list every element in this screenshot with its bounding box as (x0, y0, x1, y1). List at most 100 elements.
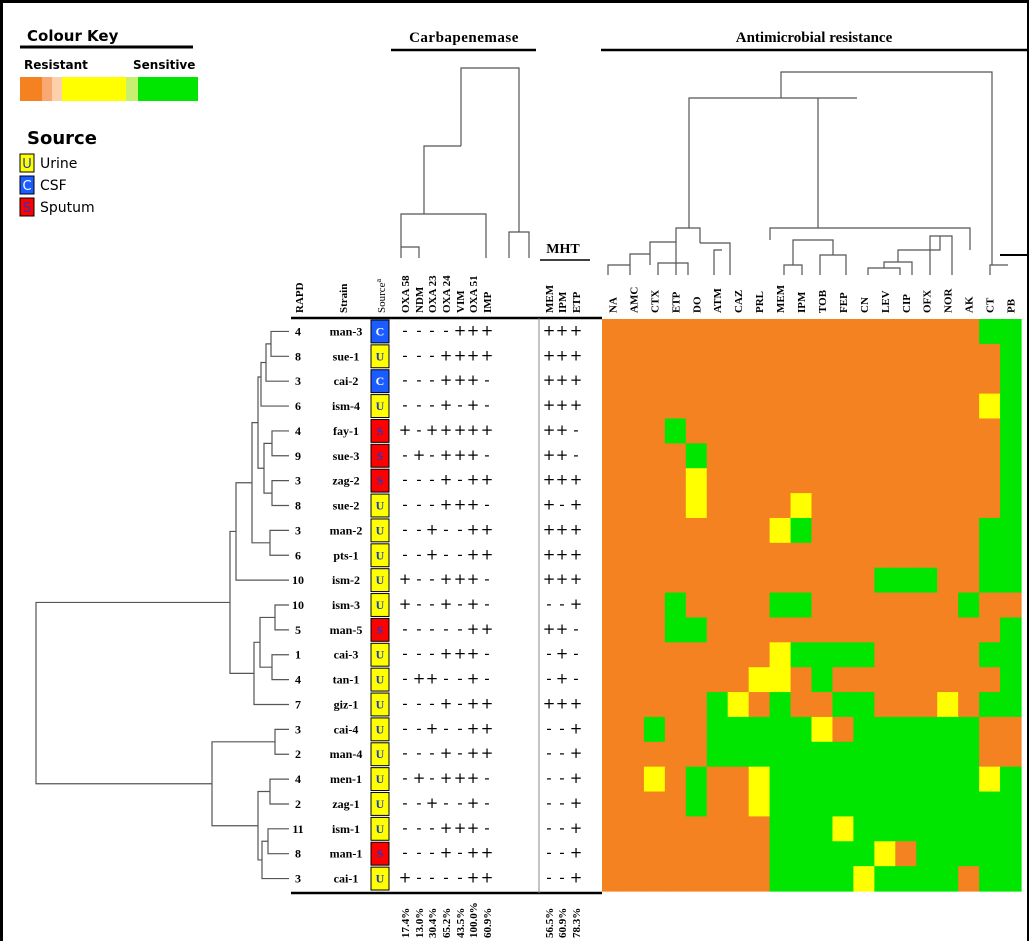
heatmap-cell (664, 468, 687, 494)
heatmap-cell (664, 617, 687, 643)
carbapenemase-mark: + (454, 371, 467, 389)
heatmap-cell (811, 592, 834, 619)
heatmap-cell (685, 617, 708, 643)
heatmap-cell (622, 642, 645, 668)
mht-mark: + (543, 371, 556, 389)
heatmap-cell (916, 592, 938, 619)
carbapenemase-mark: + (399, 869, 412, 887)
source-cell (370, 443, 390, 468)
heatmap-cell (853, 667, 875, 693)
heatmap-cell (685, 866, 708, 892)
heatmap-cell (853, 343, 875, 370)
mht-mark: + (543, 446, 556, 464)
carbapenemase-mark: + (481, 694, 494, 712)
heatmap-cell (916, 393, 938, 420)
heatmap-cell (748, 816, 771, 842)
carbapenemase-mark: + (440, 744, 453, 762)
heatmap-cell (916, 741, 938, 768)
heatmap-cell (853, 617, 875, 643)
heatmap-cell (958, 841, 980, 867)
source-cell (370, 792, 390, 816)
heatmap-cell (916, 667, 938, 693)
carbapenemase-mark: - (484, 496, 489, 514)
strain-value: man-3 (330, 324, 363, 338)
carbapenemase-mark: - (429, 769, 434, 787)
heatmap-cell (916, 493, 938, 519)
heatmap-cell (1000, 393, 1022, 420)
source-legend-code: S (23, 201, 31, 216)
heatmap-cell (622, 716, 645, 743)
carbapenemase-mark: + (454, 819, 467, 837)
carbapenemase-mark: - (457, 744, 462, 762)
heatmap-cell (602, 692, 624, 718)
heatmap-cell (895, 816, 917, 842)
heatmap-cell (727, 443, 750, 469)
source-code: U (376, 673, 385, 687)
heatmap-cell (874, 766, 896, 793)
rapd-value: 3 (295, 474, 301, 488)
heatmap-cell (685, 418, 708, 444)
carbapenemase-mark: + (440, 645, 453, 663)
antibiotic-column-header: PB (1006, 298, 1018, 313)
source-code: U (376, 697, 385, 711)
rapd-value: 6 (295, 548, 301, 562)
heatmap-cell (748, 841, 771, 867)
mht-mark: + (570, 844, 583, 862)
heatmap-cell (748, 642, 771, 668)
strain-column-header: Strain (338, 284, 350, 313)
heatmap-cell (727, 866, 750, 892)
rapd-value: 3 (295, 374, 301, 388)
source-code: U (376, 772, 385, 786)
heatmap-cell (979, 617, 1001, 643)
heatmap-cell (1000, 443, 1022, 469)
heatmap-cell (602, 517, 624, 544)
heatmap-cell (706, 617, 729, 643)
heatmap-cell (706, 368, 729, 395)
heatmap-cell (811, 368, 834, 395)
heatmap-cell (748, 791, 771, 817)
heatmap-cell (916, 617, 938, 643)
carbapenemase-mark: + (413, 769, 426, 787)
heatmap-cell (790, 741, 813, 768)
heatmap-cell (811, 343, 834, 370)
colour-key-title: Colour Key (27, 27, 119, 45)
heatmap-cell (874, 368, 896, 395)
strain-value: ism-4 (332, 399, 360, 413)
source-code: S (377, 449, 384, 463)
heatmap-cell (832, 667, 854, 693)
gene-column-header: OXA 24 (441, 275, 453, 313)
carbapenemase-mark: - (429, 496, 434, 514)
heatmap-cell (643, 592, 666, 619)
heatmap-cell (916, 866, 938, 892)
heatmap-cell (790, 368, 813, 395)
carbapenemase-mark: - (402, 744, 407, 762)
carbapenemase-mark: + (467, 545, 480, 563)
heatmap-cell (895, 368, 917, 395)
carbapenemase-mark: + (481, 346, 494, 364)
amr-dendrogram-branch (675, 227, 701, 243)
heatmap-cell (958, 443, 980, 469)
heatmap-cell (853, 368, 875, 395)
heatmap-cell (727, 468, 750, 494)
heatmap-cell (958, 319, 980, 345)
carb-dendrogram-branch (400, 246, 420, 258)
heatmap-cell (937, 716, 959, 743)
heatmap-cell (727, 791, 750, 817)
mht-mark: - (546, 769, 551, 787)
rapd-value: 8 (295, 349, 301, 363)
heatmap-cell (664, 592, 687, 619)
heatmap-cell (811, 766, 834, 793)
carbapenemase-mark: - (429, 844, 434, 862)
amr-dendrogram-branch (792, 239, 834, 265)
heatmap-cell (874, 393, 896, 420)
heatmap-cell (790, 468, 813, 494)
source-cell (370, 742, 390, 767)
heatmap-cell (622, 692, 645, 718)
source-cell (370, 642, 390, 667)
carbapenemase-mark: + (481, 620, 494, 638)
heatmap-cell (1000, 368, 1022, 395)
mht-column-header: ETP (571, 291, 583, 313)
heatmap-cell (790, 692, 813, 718)
heatmap-cell (958, 493, 980, 519)
